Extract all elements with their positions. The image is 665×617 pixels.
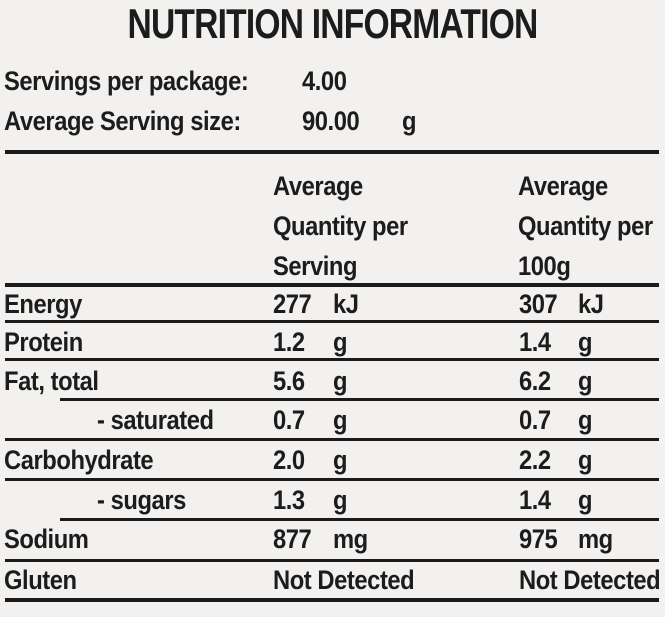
row-value-per-serving: 877: [273, 524, 312, 554]
divider-row-indented: [60, 398, 659, 401]
row-value-per-serving: 277: [273, 289, 312, 319]
row-unit-per-100g: g: [578, 327, 593, 357]
row-value-per-100g: 307: [519, 289, 558, 319]
column-header-per-serving: Average Quantity per Serving: [273, 166, 426, 286]
serving-size-unit: g: [402, 106, 417, 136]
header-line: Quantity per: [518, 211, 653, 241]
header-line: 100g: [518, 251, 571, 281]
row-label-energy: Energy: [4, 289, 82, 319]
divider-row: [5, 358, 659, 361]
row-value-per-100g: 975: [519, 524, 558, 554]
row-unit-per-100g: g: [578, 445, 593, 475]
row-label-sugars: - sugars: [97, 485, 186, 515]
row-unit-per-serving: g: [333, 366, 348, 396]
row-unit-per-serving: g: [333, 405, 348, 435]
header-line: Average: [518, 171, 608, 201]
row-unit-per-100g: g: [578, 366, 593, 396]
row-value-per-serving: 0.7: [273, 405, 305, 435]
panel-title: NUTRITION INFORMATION: [127, 0, 539, 47]
header-line: Serving: [273, 251, 358, 281]
divider-row: [5, 438, 659, 441]
row-value-per-100g: 0.7: [519, 405, 551, 435]
row-unit-per-serving: kJ: [333, 289, 359, 319]
row-unit-per-serving: mg: [333, 524, 368, 554]
row-unit-per-100g: kJ: [578, 289, 604, 319]
row-unit-per-100g: g: [578, 485, 593, 515]
column-header-per-100g: Average Quantity per 100g: [518, 166, 665, 286]
divider-row: [5, 320, 659, 323]
row-unit-per-100g: mg: [578, 524, 613, 554]
divider-row: [5, 559, 659, 562]
row-label-protein: Protein: [4, 327, 83, 357]
servings-per-package-value: 4.00: [302, 66, 347, 96]
row-label-fat-total: Fat, total: [4, 366, 99, 396]
row-value-per-serving: 2.0: [273, 445, 305, 475]
row-value-per-100g: Not Detected: [519, 565, 661, 595]
divider-row-indented: [60, 518, 659, 521]
divider-bottom: [5, 598, 659, 602]
row-value-per-100g: 2.2: [519, 445, 551, 475]
row-label-sodium: Sodium: [4, 524, 89, 554]
row-label-saturated: - saturated: [97, 405, 214, 435]
row-value-per-serving: Not Detected: [273, 565, 415, 595]
row-unit-per-serving: g: [333, 327, 348, 357]
header-line: Quantity per: [273, 211, 408, 241]
row-value-per-100g: 1.4: [519, 485, 551, 515]
row-value-per-100g: 6.2: [519, 366, 551, 396]
row-unit-per-serving: g: [333, 445, 348, 475]
serving-size-label: Average Serving size:: [4, 106, 241, 136]
row-value-per-serving: 1.3: [273, 485, 305, 515]
divider-top: [5, 150, 659, 154]
row-label-carbohydrate: Carbohydrate: [4, 445, 154, 475]
row-label-gluten: Gluten: [4, 565, 77, 595]
row-value-per-serving: 5.6: [273, 366, 305, 396]
row-value-per-100g: 1.4: [519, 327, 551, 357]
row-value-per-serving: 1.2: [273, 327, 305, 357]
divider-header: [5, 283, 659, 287]
serving-size-value: 90.00: [302, 106, 360, 136]
divider-row: [5, 478, 659, 481]
servings-per-package-label: Servings per package:: [4, 66, 249, 96]
header-line: Average: [273, 171, 363, 201]
row-unit-per-100g: g: [578, 405, 593, 435]
row-unit-per-serving: g: [333, 485, 348, 515]
